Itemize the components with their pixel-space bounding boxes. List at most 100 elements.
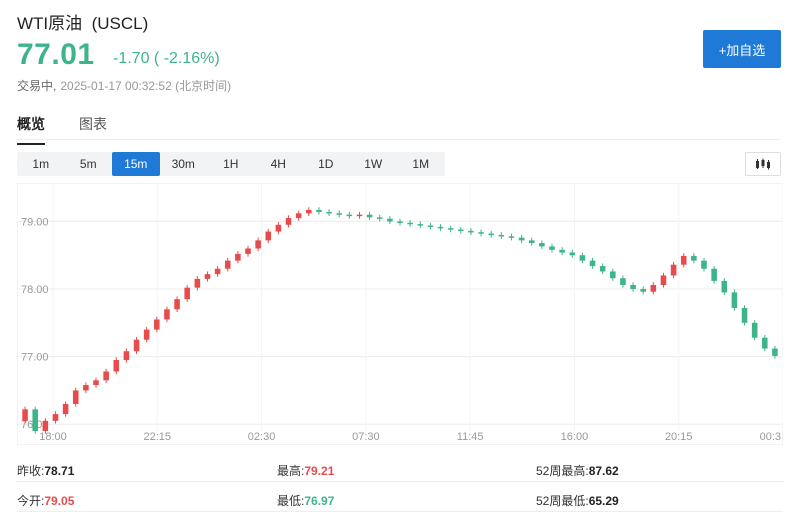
stats-panel: 昨收:78.71 最高:79.21 52周最高:87.62 今开:79.05 最…: [17, 452, 783, 512]
stat-label: 昨收:: [17, 464, 45, 478]
chart-type-button[interactable]: [745, 152, 781, 176]
candle-body: [356, 214, 363, 217]
candle-body: [447, 228, 454, 230]
candle-body: [295, 213, 302, 219]
stat-value: 76.97: [304, 494, 335, 508]
candle-body: [458, 229, 464, 232]
candle-body: [762, 337, 768, 349]
stat-open: 今开:79.05: [17, 492, 74, 509]
candle-body: [427, 225, 434, 227]
candle-body: [316, 209, 322, 212]
candle-body: [346, 214, 353, 217]
last-price: 77.01: [17, 38, 95, 71]
candle-body: [437, 226, 444, 229]
candle-body: [640, 289, 646, 292]
candle-body: [72, 390, 79, 404]
candle-body: [103, 371, 109, 381]
x-tick-label: 07:30: [352, 431, 380, 443]
stat-label: 今开:: [17, 494, 45, 508]
x-tick-label: 11:45: [457, 431, 484, 443]
period-1mo[interactable]: 1M: [412, 157, 430, 171]
stat-prev-close: 昨收:78.71: [17, 462, 74, 479]
candle-body: [164, 309, 170, 320]
x-tick-label: 20:15: [665, 431, 693, 443]
instrument-name: WTI原油: [17, 14, 83, 33]
period-1w[interactable]: 1W: [364, 157, 383, 171]
candle-body: [772, 348, 778, 356]
tabs-divider: [17, 139, 781, 140]
stat-low: 最低:76.97: [277, 492, 334, 509]
candle-body: [711, 268, 717, 281]
candle-body: [306, 209, 312, 214]
status-timestamp: 2025-01-17 00:32:52 (北京时间): [60, 79, 232, 93]
candle-body: [154, 319, 160, 330]
period-1d[interactable]: 1D: [318, 157, 334, 171]
y-tick-label: 78.00: [21, 284, 49, 296]
stat-52w-high: 52周最高:87.62: [536, 462, 619, 479]
candle-body: [62, 403, 69, 415]
candle-body: [549, 246, 555, 250]
tab-overview[interactable]: 概览: [17, 114, 45, 145]
x-tick-label: 00:3: [760, 431, 781, 443]
chart-frame: [17, 183, 783, 445]
stat-value: 87.62: [588, 464, 619, 478]
stat-value: 78.71: [44, 464, 75, 478]
candle-body: [478, 232, 484, 234]
candle-body: [751, 322, 758, 338]
candle-body: [508, 236, 515, 238]
candle-body: [336, 213, 342, 215]
candle-body: [123, 351, 130, 361]
price-chart[interactable]: 79.0078.0077.0076.0018:0022:1502:3007:30…: [17, 183, 783, 445]
status-text: 交易中,: [17, 79, 57, 93]
candle-body: [670, 264, 677, 276]
tab-chart[interactable]: 图表: [79, 116, 107, 132]
candle-body: [204, 274, 211, 279]
candle-body: [468, 230, 474, 233]
period-15m[interactable]: 15m: [112, 152, 160, 176]
instrument-title: WTI原油 (USCL): [17, 9, 148, 34]
stat-high: 最高:79.21: [277, 462, 334, 479]
candle-body: [559, 249, 565, 253]
candle-body: [214, 268, 221, 275]
x-tick-label: 02:30: [248, 431, 276, 443]
stat-label: 52周最高:: [536, 464, 589, 478]
candle-body: [528, 240, 535, 244]
candle-body: [721, 280, 728, 293]
candle-body: [285, 218, 292, 225]
candle-body: [650, 284, 657, 292]
period-1m[interactable]: 1m: [32, 157, 50, 171]
candle-body: [133, 339, 140, 352]
candle-body: [741, 307, 748, 323]
candle-body: [83, 385, 89, 391]
candle-body: [93, 380, 99, 386]
candle-body: [630, 284, 636, 290]
candle-body: [620, 278, 626, 285]
period-1h[interactable]: 1H: [223, 157, 239, 171]
candle-body: [22, 409, 28, 421]
candle-body: [235, 253, 241, 261]
candle-body: [224, 260, 231, 269]
period-4h[interactable]: 4H: [270, 157, 286, 171]
x-tick-label: 18:00: [39, 431, 67, 443]
trading-status: 交易中, 2025-01-17 00:32:52 (北京时间): [17, 77, 231, 94]
candle-body: [32, 409, 38, 431]
candle-body: [397, 221, 403, 223]
candle-body: [579, 255, 586, 261]
candle-body: [589, 260, 596, 267]
stat-value: 79.05: [44, 494, 75, 508]
change-percent: ( -2.16%): [153, 50, 220, 67]
candle-body: [366, 214, 373, 218]
candle-body: [255, 240, 261, 249]
change-value: -1.70: [113, 50, 150, 67]
chart-svg: 79.0078.0077.0076.0018:0022:1502:3007:30…: [17, 183, 783, 445]
add-to-watchlist-button[interactable]: +加自选: [703, 30, 781, 68]
period-selector: 1m 5m 15m 30m 1H 4H 1D 1W 1M: [17, 152, 445, 176]
stat-label: 最低:: [277, 494, 305, 508]
view-tabs: 概览 图表: [17, 114, 107, 145]
period-30m[interactable]: 30m: [171, 157, 195, 171]
candle-body: [184, 287, 190, 300]
candlestick-icon: [756, 158, 770, 170]
candle-body: [660, 275, 667, 285]
candle-body: [498, 234, 505, 237]
period-5m[interactable]: 5m: [79, 157, 97, 171]
